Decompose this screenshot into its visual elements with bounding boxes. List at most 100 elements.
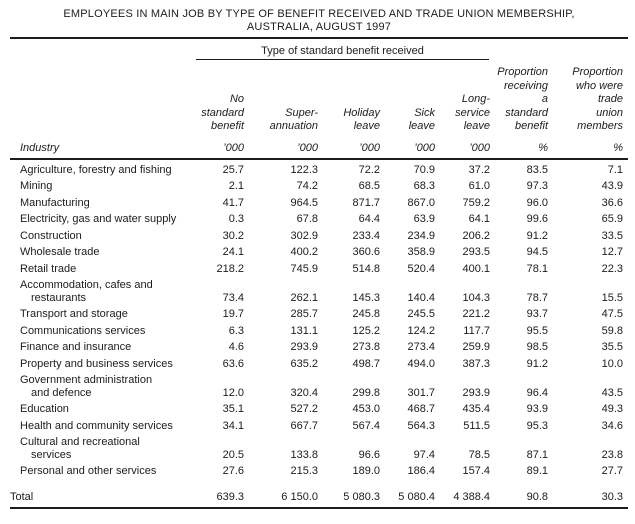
value-cell: 22.3	[601, 262, 624, 275]
table-row: Education 35.1 527.2 453.0 468.7 435.4 93.9 49.…	[10, 401, 628, 418]
value-cell: 87.1	[526, 448, 549, 461]
value-cell: 95.5	[526, 324, 549, 337]
spacer-cell	[10, 480, 628, 489]
industry-label: Construction	[20, 229, 82, 242]
value-cell: 125.2	[352, 324, 380, 337]
unit-label: ’000	[318, 139, 380, 160]
table-row: Health and community services 34.1 667.7 56…	[10, 418, 628, 435]
value-cell: 527.2	[290, 403, 318, 415]
value-cell: 387.3	[462, 357, 491, 370]
value-cell: 41.7	[222, 196, 244, 209]
table-row: Retail trade 218.2 745.9 514.8 520.4 400.1 78.…	[10, 261, 628, 278]
industry-label: Transport and storage	[20, 308, 128, 320]
column-header: Long-service leave	[455, 93, 491, 132]
value-cell: 12.7	[601, 246, 624, 258]
value-cell: 96.4	[526, 386, 549, 399]
table-row: Personal and other services 27.6 215.3 189.…	[10, 463, 628, 480]
value-cell: 104.3	[462, 291, 491, 304]
value-cell: 30.2	[222, 229, 244, 242]
value-cell: 285.7	[290, 308, 318, 320]
value-cell: 0.3	[228, 213, 244, 225]
value-cell: 34.6	[601, 419, 624, 432]
table-row: Electricity, gas and water supply 0.3 67.8…	[10, 211, 628, 228]
units-row: Industry ’000’000’000’000’000%%	[10, 139, 629, 160]
value-cell: 36.6	[601, 196, 624, 209]
column-header: Proportion who were trade union members	[572, 66, 624, 132]
value-cell: 400.1	[462, 262, 491, 275]
industry-column-header: Industry	[10, 139, 182, 160]
value-cell: 867.0	[407, 196, 435, 209]
spanner-left-spacer	[10, 38, 182, 61]
value-cell: 511.5	[463, 419, 491, 432]
value-cell: 667.7	[290, 419, 318, 432]
spanner-row: Type of standard benefit received	[10, 38, 628, 61]
value-cell: 453.0	[352, 403, 380, 415]
value-cell: 498.7	[352, 357, 380, 370]
value-cell: 70.9	[413, 163, 435, 176]
value-cell: 43.5	[601, 386, 624, 399]
value-cell: 234.9	[407, 229, 435, 242]
value-cell: 122.3	[290, 163, 318, 176]
industry-label: Retail trade	[20, 262, 77, 275]
title-line-2: AUSTRALIA, AUGUST 1997	[246, 21, 392, 33]
column-header-row: No standard benefit Super-annuation Holiday l…	[10, 61, 628, 140]
value-cell: 186.4	[407, 465, 435, 477]
benefits-table: Type of standard benefit received No stan…	[10, 37, 629, 509]
value-cell: 91.2	[526, 229, 549, 242]
value-cell: 67.8	[296, 213, 318, 225]
industry-label: Manufacturing	[20, 196, 90, 209]
table-row: Finance and insurance 4.6 293.9 273.8 273.4 2…	[10, 339, 628, 356]
industry-label: Electricity, gas and water supply	[20, 213, 177, 225]
value-cell: 6.3	[228, 324, 244, 337]
industry-label: Education	[20, 403, 69, 415]
total-value-cell: 4 388.4	[435, 488, 491, 509]
value-cell: 358.9	[407, 246, 435, 258]
value-cell: 140.4	[407, 291, 435, 304]
value-cell: 64.1	[468, 213, 491, 225]
value-cell: 567.4	[352, 419, 380, 432]
value-cell: 96.0	[526, 196, 549, 209]
column-header: Proportion receiving a standard benefit	[497, 66, 549, 132]
column-header: Holiday leave	[343, 106, 380, 133]
value-cell: 74.2	[296, 180, 318, 192]
value-cell: 564.3	[407, 419, 435, 432]
value-cell: 91.2	[526, 357, 549, 370]
value-cell: 27.6	[222, 465, 244, 477]
value-cell: 233.4	[352, 229, 380, 242]
table-row: Mining 2.1 74.2 68.5 68.3 61.0 97.3 43.9	[10, 178, 628, 195]
column-header: Sick leave	[408, 106, 435, 133]
value-cell: 293.9	[462, 386, 491, 399]
value-cell: 78.1	[526, 262, 549, 275]
value-cell: 514.8	[352, 262, 380, 275]
total-value-cell: 30.3	[548, 488, 629, 509]
industry-label: Wholesale trade	[20, 246, 100, 258]
value-cell: 117.7	[463, 324, 491, 337]
value-cell: 68.5	[358, 180, 380, 192]
value-cell: 83.5	[526, 163, 549, 176]
value-cell: 35.1	[222, 403, 244, 415]
value-cell: 4.6	[228, 341, 244, 353]
value-cell: 124.2	[407, 324, 435, 337]
value-cell: 49.3	[601, 403, 624, 415]
total-value-cell: 6 150.0	[244, 488, 318, 509]
spacer-row	[10, 480, 628, 489]
spanner-heading: Type of standard benefit received	[196, 40, 490, 60]
spanner-cell: Type of standard benefit received	[182, 38, 490, 61]
value-cell: 99.6	[526, 213, 549, 225]
table-row: Accommodation, cafes and restaurants 73.4 2…	[10, 277, 628, 306]
value-cell: 7.1	[607, 163, 624, 176]
value-cell: 37.2	[468, 163, 491, 176]
total-value-cell: 90.8	[490, 488, 549, 509]
total-label: Total	[10, 488, 182, 509]
value-cell: 259.9	[462, 341, 491, 353]
value-cell: 299.8	[352, 386, 380, 399]
total-value-cell: 639.3	[182, 488, 244, 509]
total-row: Total 639.3 6 150.0 5 080.3 5 080.4 4 388.4 90…	[10, 488, 629, 509]
industry-label: Agriculture, forestry and fishing	[20, 163, 172, 176]
value-cell: 94.5	[526, 246, 549, 258]
unit-label: ’000	[380, 139, 435, 160]
value-cell: 34.1	[222, 419, 244, 432]
value-cell: 320.4	[290, 386, 318, 399]
industry-label: Property and business services	[20, 357, 173, 370]
value-cell: 23.8	[601, 448, 624, 461]
